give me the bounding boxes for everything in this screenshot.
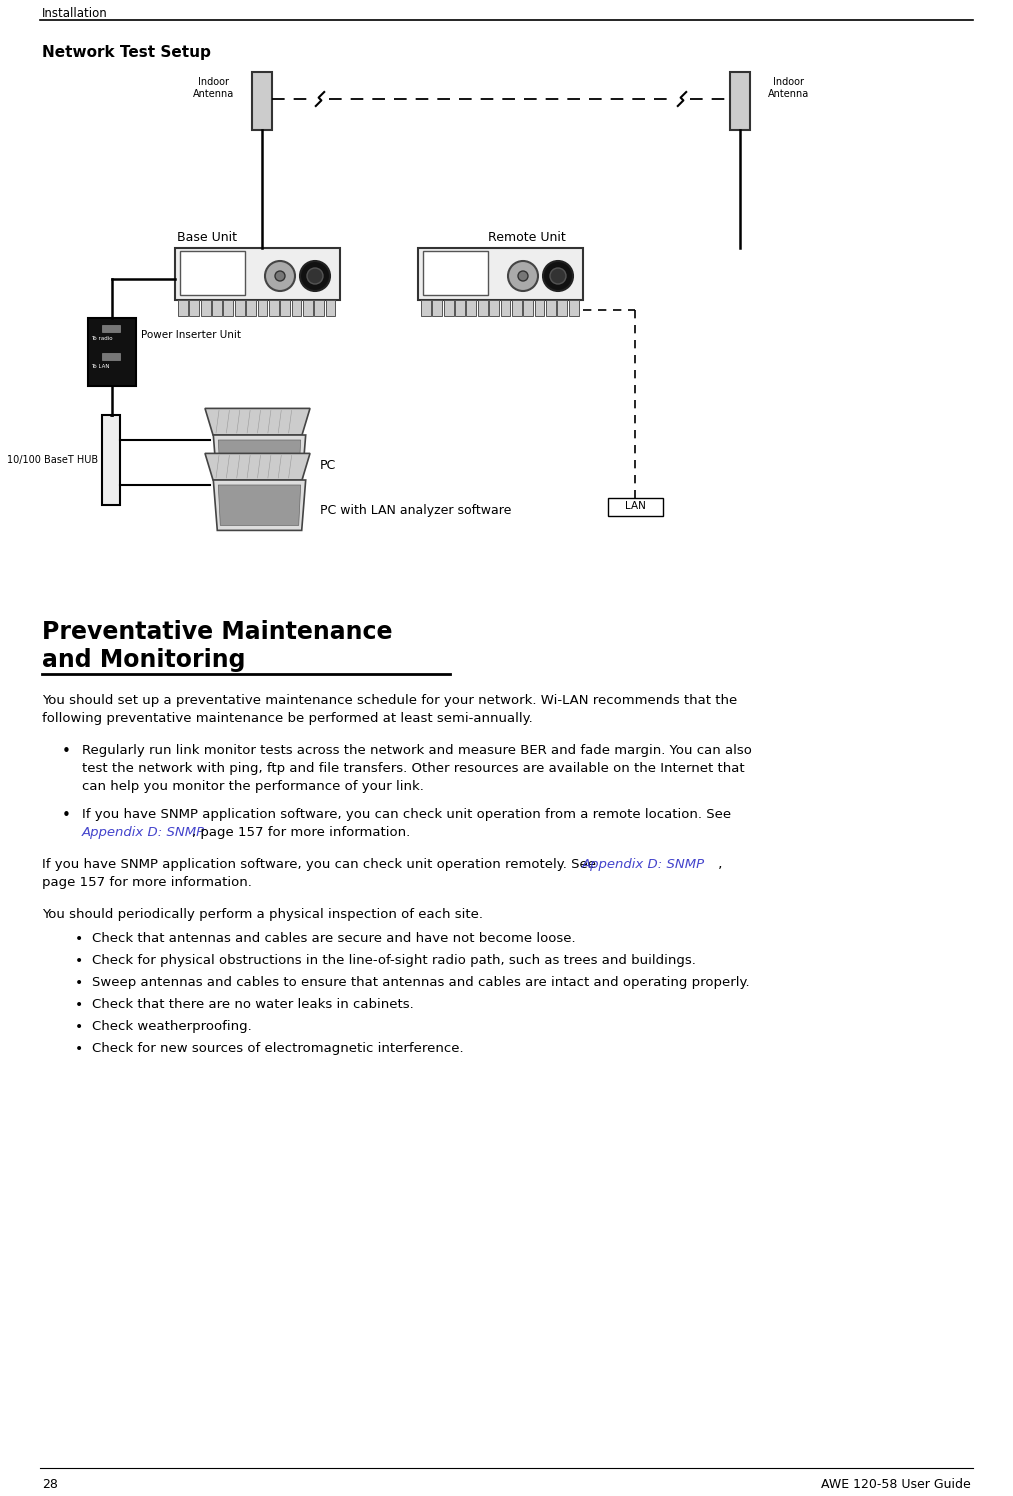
Bar bbox=[418, 248, 583, 301]
Bar bbox=[268, 301, 279, 316]
Text: •: • bbox=[75, 975, 83, 990]
Text: Check weatherproofing.: Check weatherproofing. bbox=[92, 1020, 252, 1034]
Bar bbox=[433, 301, 443, 316]
Circle shape bbox=[275, 271, 285, 281]
Circle shape bbox=[307, 268, 323, 284]
Bar bbox=[201, 301, 211, 316]
Text: Sweep antennas and cables to ensure that antennas and cables are intact and oper: Sweep antennas and cables to ensure that… bbox=[92, 975, 750, 989]
Polygon shape bbox=[205, 408, 310, 435]
Circle shape bbox=[518, 271, 528, 281]
Text: If you have SNMP application software, you can check unit operation from a remot: If you have SNMP application software, y… bbox=[82, 808, 731, 821]
Bar bbox=[444, 301, 454, 316]
Bar bbox=[102, 325, 120, 332]
Text: Base Unit: Base Unit bbox=[177, 230, 237, 244]
Circle shape bbox=[543, 260, 573, 292]
Bar bbox=[178, 301, 187, 316]
Text: •: • bbox=[62, 744, 71, 758]
Text: 28: 28 bbox=[42, 1478, 58, 1492]
Bar bbox=[314, 301, 324, 316]
Text: •: • bbox=[75, 954, 83, 968]
Bar bbox=[478, 301, 487, 316]
Bar bbox=[546, 301, 556, 316]
Text: 10/100 BaseT HUB: 10/100 BaseT HUB bbox=[7, 455, 98, 465]
Bar bbox=[281, 301, 290, 316]
Text: To LAN: To LAN bbox=[91, 364, 109, 370]
Bar bbox=[535, 301, 544, 316]
Text: Preventative Maintenance: Preventative Maintenance bbox=[42, 619, 392, 643]
Text: Check that antennas and cables are secure and have not become loose.: Check that antennas and cables are secur… bbox=[92, 932, 575, 945]
Bar bbox=[189, 301, 200, 316]
Bar bbox=[175, 248, 340, 301]
Text: Indoor
Antenna: Indoor Antenna bbox=[768, 76, 809, 99]
Text: •: • bbox=[75, 1043, 83, 1056]
Text: •: • bbox=[62, 808, 71, 823]
Bar bbox=[608, 498, 663, 516]
Circle shape bbox=[265, 260, 295, 292]
Bar bbox=[523, 301, 533, 316]
Bar bbox=[489, 301, 499, 316]
Text: AWE 120-58 User Guide: AWE 120-58 User Guide bbox=[822, 1478, 971, 1492]
Bar bbox=[568, 301, 578, 316]
Text: Network Test Setup: Network Test Setup bbox=[42, 45, 211, 60]
Circle shape bbox=[550, 268, 566, 284]
Text: Check for new sources of electromagnetic interference.: Check for new sources of electromagnetic… bbox=[92, 1043, 464, 1055]
Polygon shape bbox=[214, 435, 306, 485]
Bar bbox=[246, 301, 256, 316]
Bar bbox=[421, 301, 431, 316]
Bar bbox=[102, 353, 120, 361]
Bar bbox=[257, 301, 267, 316]
Text: Appendix D: SNMP: Appendix D: SNMP bbox=[82, 826, 205, 839]
Bar bbox=[88, 319, 136, 386]
Text: Appendix D: SNMP: Appendix D: SNMP bbox=[582, 859, 705, 871]
Text: You should periodically perform a physical inspection of each site.: You should periodically perform a physic… bbox=[42, 908, 483, 922]
Polygon shape bbox=[218, 440, 301, 480]
Text: PC with LAN analyzer software: PC with LAN analyzer software bbox=[320, 504, 512, 516]
Text: PC: PC bbox=[320, 458, 336, 471]
Text: If you have SNMP application software, you can check unit operation remotely. Se: If you have SNMP application software, y… bbox=[42, 859, 601, 871]
Text: Installation: Installation bbox=[42, 7, 107, 19]
Text: page 157 for more information.: page 157 for more information. bbox=[42, 877, 252, 889]
Text: ,: , bbox=[697, 859, 722, 871]
Bar bbox=[512, 301, 522, 316]
Text: Remote Unit: Remote Unit bbox=[488, 230, 565, 244]
Text: You should set up a preventative maintenance schedule for your network. Wi-LAN r: You should set up a preventative mainten… bbox=[42, 694, 737, 726]
Bar bbox=[455, 301, 465, 316]
Text: Regularly run link monitor tests across the network and measure BER and fade mar: Regularly run link monitor tests across … bbox=[82, 744, 752, 793]
Text: and Monitoring: and Monitoring bbox=[42, 648, 245, 672]
Bar bbox=[466, 301, 476, 316]
Text: •: • bbox=[75, 1020, 83, 1034]
Bar bbox=[235, 301, 245, 316]
Bar bbox=[557, 301, 567, 316]
Bar bbox=[224, 301, 233, 316]
Text: , page 157 for more information.: , page 157 for more information. bbox=[192, 826, 410, 839]
Circle shape bbox=[508, 260, 538, 292]
Text: Check for physical obstructions in the line-of-sight radio path, such as trees a: Check for physical obstructions in the l… bbox=[92, 954, 696, 966]
Text: Power Inserter Unit: Power Inserter Unit bbox=[141, 331, 241, 340]
Bar bbox=[180, 251, 245, 295]
Polygon shape bbox=[205, 453, 310, 480]
Bar bbox=[500, 301, 511, 316]
Bar bbox=[292, 301, 302, 316]
Bar bbox=[423, 251, 488, 295]
Bar bbox=[303, 301, 313, 316]
Bar bbox=[212, 301, 222, 316]
Text: Indoor
Antenna: Indoor Antenna bbox=[192, 76, 234, 99]
Bar bbox=[325, 301, 335, 316]
Polygon shape bbox=[218, 485, 301, 525]
Bar bbox=[730, 72, 750, 130]
Text: To radio: To radio bbox=[91, 337, 112, 341]
Bar bbox=[252, 72, 272, 130]
Text: Check that there are no water leaks in cabinets.: Check that there are no water leaks in c… bbox=[92, 998, 413, 1011]
Text: •: • bbox=[75, 998, 83, 1011]
Circle shape bbox=[300, 260, 330, 292]
Text: •: • bbox=[75, 932, 83, 945]
Text: LAN: LAN bbox=[625, 501, 645, 512]
Polygon shape bbox=[214, 480, 306, 531]
Bar bbox=[102, 414, 120, 506]
